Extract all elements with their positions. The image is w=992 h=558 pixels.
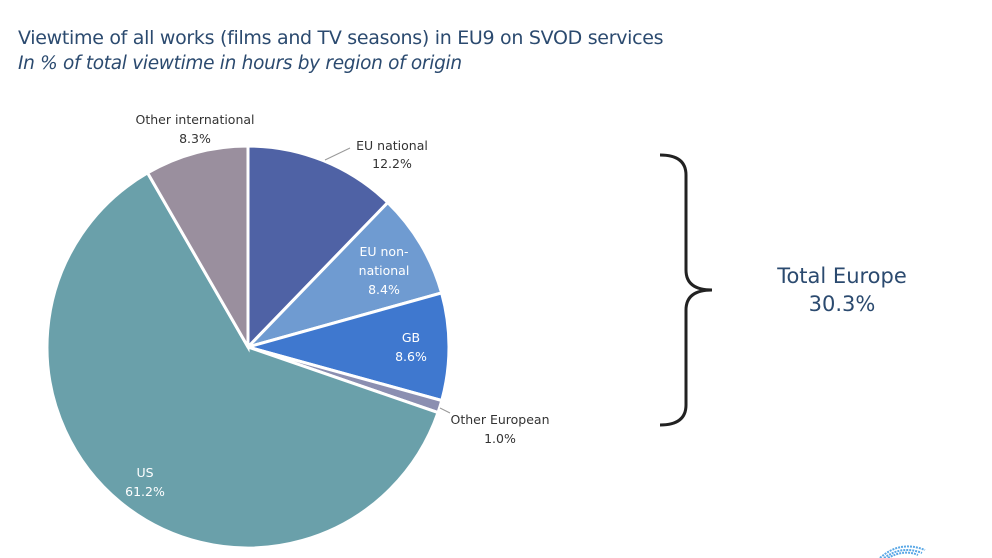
slice-eu-national [246,144,390,351]
label-other-international: Other international [135,112,254,127]
leader-line-other-european [439,407,451,414]
value-eu-non-national: 8.4% [368,282,400,297]
slice-gb [242,291,451,403]
total-europe-label: Total Europe [777,264,907,288]
leader-line-eu-national [324,147,351,161]
chart-title: Viewtime of all works (films and TV seas… [18,27,664,49]
label-gb: GB [402,330,420,345]
value-other-international: 8.3% [179,131,211,146]
label-eu-non-national-1: EU non- [359,244,408,259]
value-us: 61.2% [125,484,165,499]
label-us: US [136,465,153,480]
value-eu-national: 12.2% [372,156,412,171]
value-other-european: 1.0% [484,431,516,446]
chart-subtitle: In % of total viewtime in hours by regio… [18,53,462,74]
slice-other-international [145,144,250,353]
logo-icon [879,545,926,558]
label-eu-national: EU national [356,138,428,153]
label-other-european: Other European [450,412,549,427]
slice-us [45,170,440,550]
total-europe-annotation: Total Europe 30.3% [742,262,942,318]
total-europe-value: 30.3% [808,292,876,316]
label-eu-non-national-2: national [359,263,410,278]
slice-eu-non-national [243,200,444,350]
value-gb: 8.6% [395,349,427,364]
curly-brace [659,153,713,427]
